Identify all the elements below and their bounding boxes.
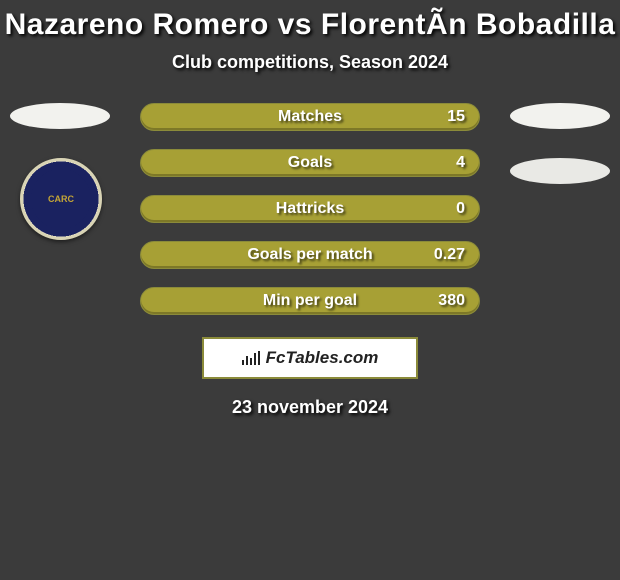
stat-bar: Min per goal380: [140, 287, 480, 315]
stat-label: Hattricks: [141, 200, 479, 218]
stat-value: 0: [456, 200, 465, 218]
club-badge-text: CARC: [31, 169, 91, 229]
stat-bar: Goals per match0.27: [140, 241, 480, 269]
player-pill-left: [10, 103, 110, 129]
stat-bars: Matches15 Goals4 Hattricks0 Goals per match…: [140, 103, 480, 315]
stat-bar: Hattricks0: [140, 195, 480, 223]
club-badge: CARC: [20, 158, 102, 240]
bar-chart-icon: [242, 351, 260, 365]
stats-area: CARC Matches15 Goals4 Hattricks0 Goals per …: [0, 103, 620, 315]
player-pill-right-2: [510, 158, 610, 184]
stat-label: Goals: [141, 154, 479, 172]
stat-bar: Goals4: [140, 149, 480, 177]
stat-value: 4: [456, 154, 465, 172]
player-pill-right-1: [510, 103, 610, 129]
page-subtitle: Club competitions, Season 2024: [0, 52, 620, 73]
stat-label: Min per goal: [141, 292, 479, 310]
stat-label: Matches: [141, 108, 479, 126]
attribution-box: FcTables.com: [202, 337, 418, 379]
page-title: Nazareno Romero vs FlorentÃ­n Bobadilla: [0, 0, 620, 42]
date-text: 23 november 2024: [0, 397, 620, 418]
stat-label: Goals per match: [141, 246, 479, 264]
stat-value: 15: [447, 108, 465, 126]
stat-value: 380: [438, 292, 465, 310]
stat-value: 0.27: [434, 246, 465, 264]
attribution-text: FcTables.com: [266, 348, 379, 368]
stat-bar: Matches15: [140, 103, 480, 131]
